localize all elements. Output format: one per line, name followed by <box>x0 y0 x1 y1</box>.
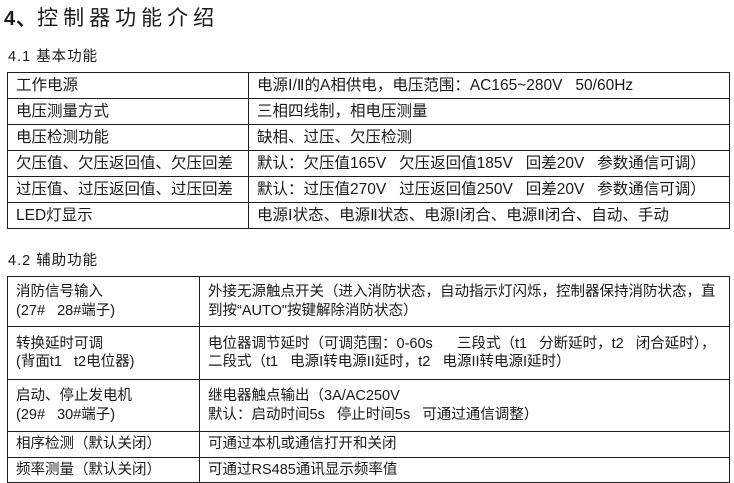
row-value: 电位器调节延时（可调范围：0-60s 三段式（t1 分断延时，t2 闭合延时），… <box>199 326 730 380</box>
table-row: 过压值、过压返回值、过压回差 默认：过压值270V 过压返回值250V 回差20… <box>7 176 730 203</box>
row-label: 启动、停止发电机 (29# 30#端子) <box>7 379 200 432</box>
row-label: 频率测量（默认关闭） <box>7 457 200 483</box>
row-value: 缺相、过压、欠压检测 <box>248 124 730 151</box>
row-label: 工作电源 <box>7 72 249 99</box>
table-row: 频率测量（默认关闭） 可通过RS485通讯显示频率值 <box>7 457 730 483</box>
table-row: 转换延时可调 (背面t1 t2电位器) 电位器调节延时（可调范围：0-60s 三… <box>7 326 730 380</box>
row-value: 可通过RS485通讯显示频率值 <box>199 457 730 483</box>
page-title: 4、 控制器功能介绍 <box>4 2 734 32</box>
table-row: 电压测量方式 三相四线制，相电压测量 <box>7 98 730 125</box>
page-title-number: 4、 <box>4 8 38 30</box>
row-label: LED灯显示 <box>7 202 249 229</box>
row-label: 过压值、过压返回值、过压回差 <box>7 176 249 203</box>
table-row: 消防信号输入 (27# 28#端子) 外接无源触点开关（进入消防状态，自动指示灯… <box>7 276 730 327</box>
row-value: 默认：过压值270V 过压返回值250V 回差20V 参数通信可调） <box>248 176 730 203</box>
auxiliary-functions-table: 消防信号输入 (27# 28#端子) 外接无源触点开关（进入消防状态，自动指示灯… <box>7 276 730 483</box>
table-row: 工作电源 电源Ⅰ/Ⅱ的A相供电，电压范围：AC165~280V 50/60Hz <box>7 72 730 99</box>
row-label: 消防信号输入 (27# 28#端子) <box>7 276 200 327</box>
row-value: 电源Ⅰ/Ⅱ的A相供电，电压范围：AC165~280V 50/60Hz <box>248 72 730 99</box>
row-value: 外接无源触点开关（进入消防状态，自动指示灯闪烁，控制器保持消防状态，直到按“AU… <box>199 276 730 327</box>
table-row: 相序检测（默认关闭） 可通过本机或通信打开和关闭 <box>7 431 730 458</box>
section-heading-auxiliary-functions: 4.2 辅助功能 <box>8 253 99 269</box>
row-label: 欠压值、欠压返回值、欠压回差 <box>7 150 249 177</box>
row-label: 电压检测功能 <box>7 124 249 151</box>
table-row: 启动、停止发电机 (29# 30#端子) 继电器触点输出（3A/AC250V 默… <box>7 379 730 432</box>
row-value: 默认：欠压值165V 欠压返回值185V 回差20V 参数通信可调） <box>248 150 730 177</box>
table-row: 电压检测功能 缺相、过压、欠压检测 <box>7 124 730 151</box>
row-value: 可通过本机或通信打开和关闭 <box>199 431 730 458</box>
row-label: 电压测量方式 <box>7 98 249 125</box>
row-value: 电源Ⅰ状态、电源Ⅱ状态、电源Ⅰ闭合、电源Ⅱ闭合、自动、手动 <box>248 202 730 229</box>
table-row: LED灯显示 电源Ⅰ状态、电源Ⅱ状态、电源Ⅰ闭合、电源Ⅱ闭合、自动、手动 <box>7 202 730 229</box>
page-title-text: 控制器功能介绍 <box>37 7 220 30</box>
row-label: 转换延时可调 (背面t1 t2电位器) <box>7 326 200 380</box>
row-label: 相序检测（默认关闭） <box>7 431 200 458</box>
table-row: 欠压值、欠压返回值、欠压回差 默认：欠压值165V 欠压返回值185V 回差20… <box>7 150 730 177</box>
section-heading-basic-functions: 4.1 基本功能 <box>8 49 99 65</box>
row-value: 继电器触点输出（3A/AC250V 默认：启动时间5s 停止时间5s 可通过通信… <box>199 379 730 432</box>
basic-functions-table: 工作电源 电源Ⅰ/Ⅱ的A相供电，电压范围：AC165~280V 50/60Hz … <box>7 72 730 229</box>
row-value: 三相四线制，相电压测量 <box>248 98 730 125</box>
